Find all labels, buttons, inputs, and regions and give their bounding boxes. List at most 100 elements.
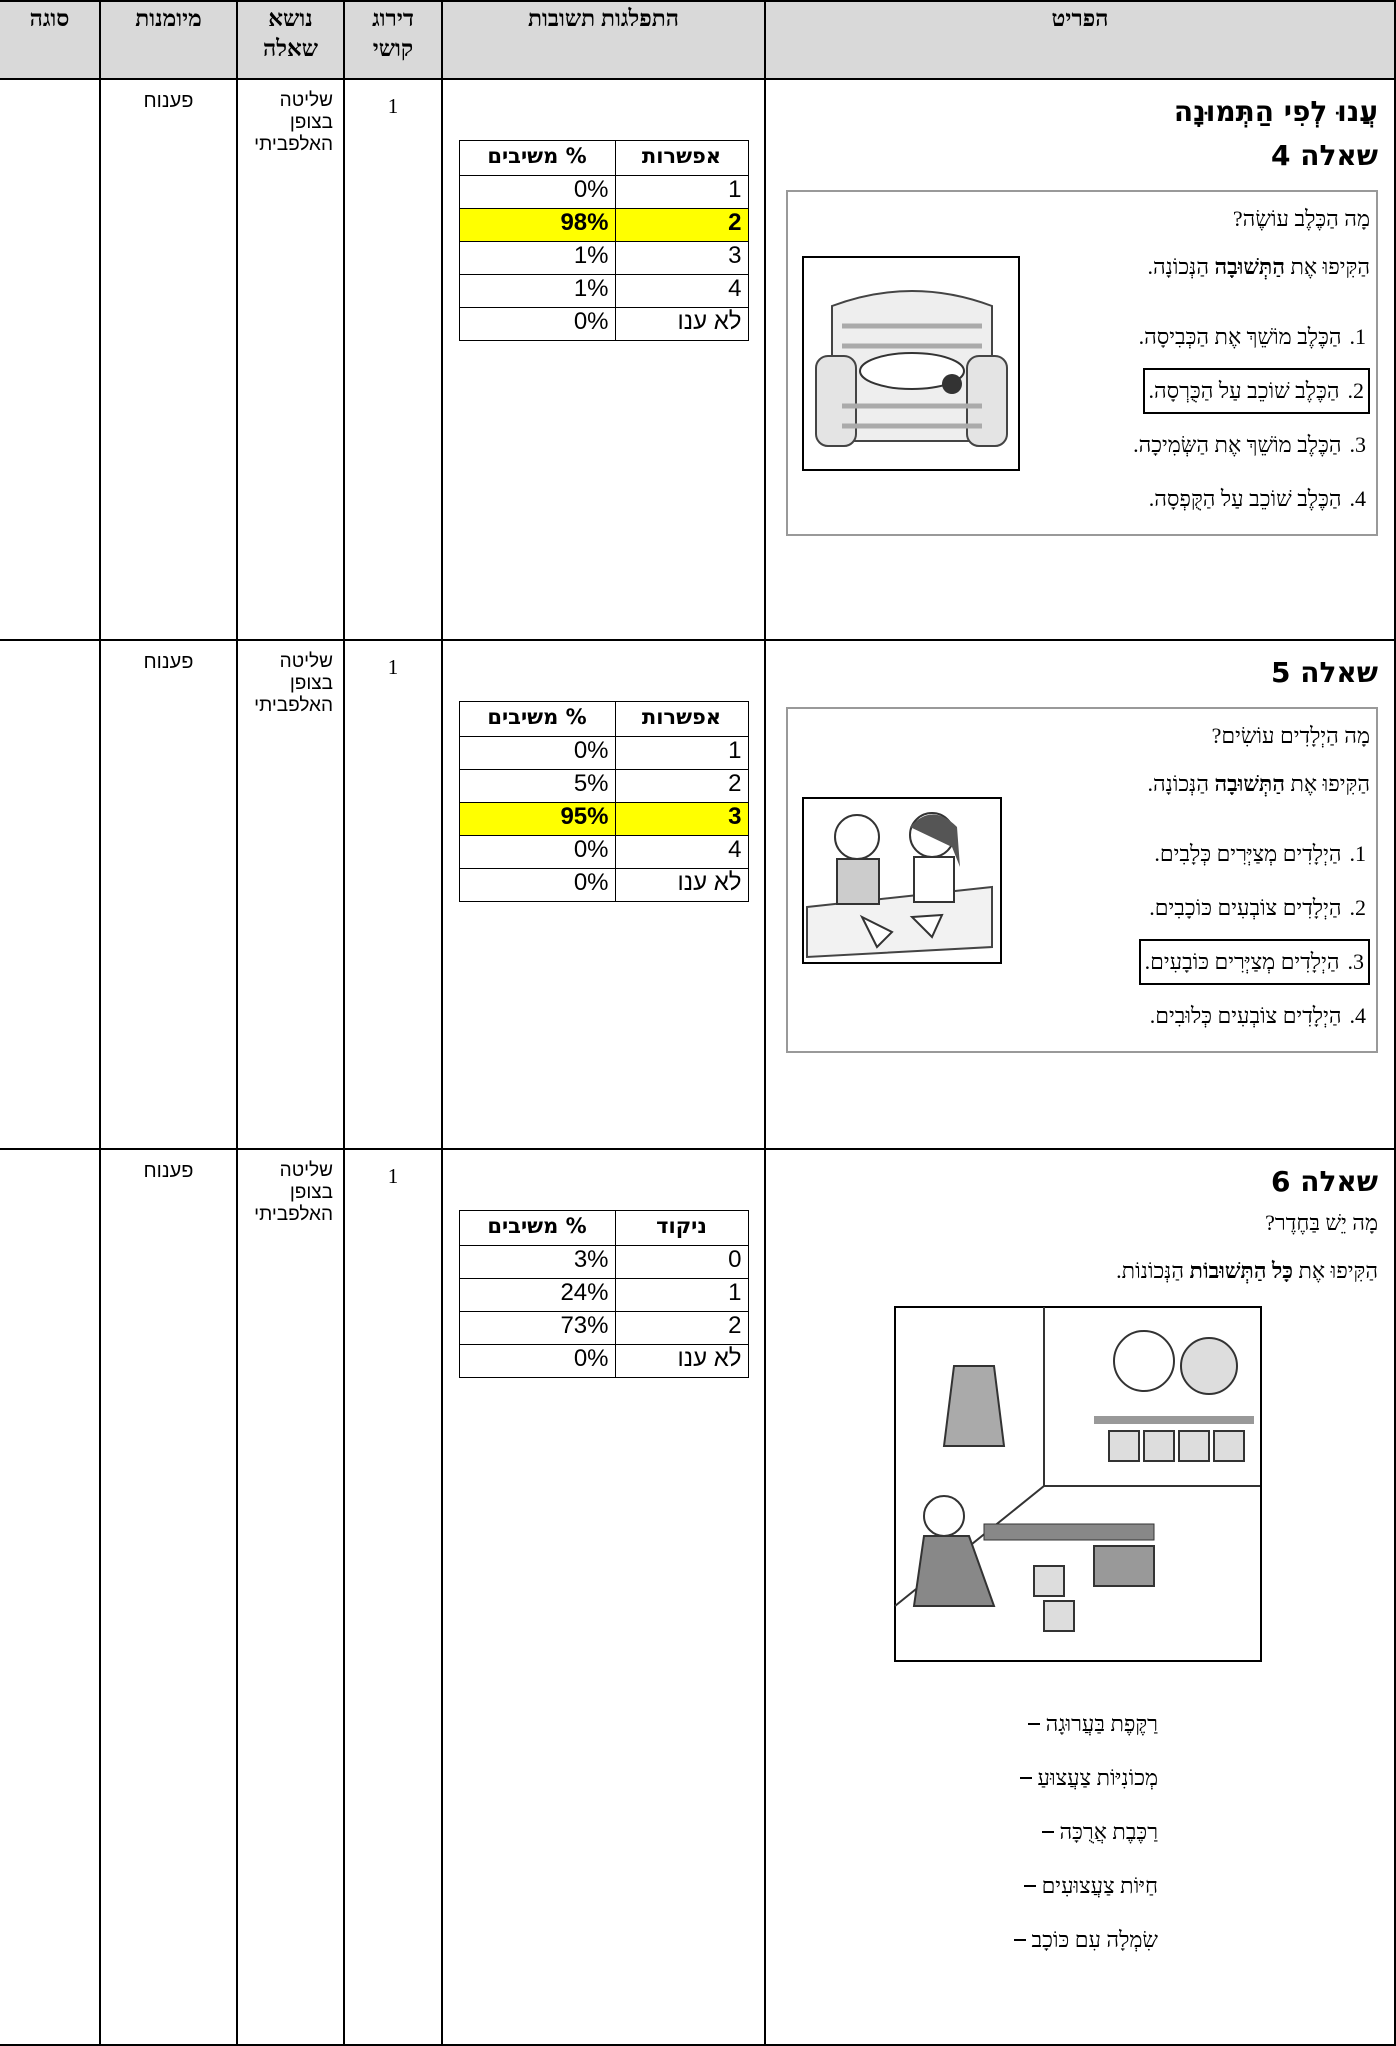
option-number: 1. bbox=[1349, 324, 1367, 349]
option-number: 2. bbox=[1347, 378, 1365, 403]
distribution-cell: ניקוד% משיבים 0 3% 1 24% 2 73% לא ענו 0% bbox=[441, 1148, 766, 2046]
option-line: 4. הַכֶּלֶב שׁוֹכֵב עַל הַקֻּפְסָה. bbox=[1020, 472, 1370, 526]
answer-option: 1 bbox=[614, 175, 749, 209]
difficulty-cell: 1 bbox=[343, 639, 443, 1150]
answer-text: מְכוֹנִיּוֹת צַעֲצוּעַ bbox=[1037, 1765, 1158, 1790]
illustration-wrap bbox=[778, 1306, 1378, 1667]
item-cell: שאלה 5 מָה הַיְלָדִים עוֹשִׂים? הַקִּיפוּ … bbox=[764, 639, 1396, 1150]
dash bbox=[1019, 1777, 1032, 1779]
answer-percent: 5% bbox=[458, 769, 616, 803]
drawing-part bbox=[1094, 1416, 1254, 1424]
answer-option: 2 bbox=[614, 1311, 749, 1345]
answer-option: 2 bbox=[614, 769, 749, 803]
column-header: נושא שאלה bbox=[236, 0, 345, 80]
skill-cell: פענוח bbox=[99, 1148, 238, 2046]
column-header: סוגה bbox=[0, 0, 101, 80]
drawing-part bbox=[1143, 1430, 1175, 1462]
drawing-part bbox=[1113, 1330, 1175, 1392]
instruction-part: הַנְּכוֹנָה. bbox=[1147, 771, 1215, 796]
drawing-part bbox=[842, 323, 982, 428]
instruction-part: הַנְּכוֹנוֹת. bbox=[1116, 1258, 1190, 1283]
option: 2. הַיְלָדִים צוֹבְעִים כּוֹכָבִים. bbox=[1145, 891, 1370, 925]
instruction-part: הַקִּיפוּ אֶת bbox=[1285, 254, 1370, 279]
dash bbox=[1027, 1723, 1040, 1725]
question-frame: מָה הַיְלָדִים עוֹשִׂים? הַקִּיפוּ אֶת הַ… bbox=[786, 707, 1378, 1053]
answer-option: 1 bbox=[614, 1278, 749, 1312]
drawing-part bbox=[1043, 1600, 1075, 1632]
distribution-row: לא ענו 0% bbox=[458, 307, 749, 341]
distribution-header: אפשרות% משיבים bbox=[458, 140, 749, 176]
drawing-part bbox=[942, 1365, 1006, 1447]
drawing-part bbox=[859, 913, 944, 949]
instruction: הַקִּיפוּ אֶת הַתְּשׁוּבָה הַנְּכוֹנָה. bbox=[1020, 254, 1370, 280]
illustration bbox=[802, 796, 1002, 964]
question-heading: שאלה 6 bbox=[1270, 1165, 1378, 1198]
genre-cell bbox=[0, 78, 101, 641]
option-text: הַיְלָדִים מְצַיְּרִים כְּלָבִים. bbox=[1154, 841, 1342, 866]
option-text: הַכֶּלֶב שׁוֹכֵב עַל הַכֻּרְסָה. bbox=[1148, 378, 1340, 403]
dash bbox=[1041, 1831, 1054, 1833]
illustration bbox=[894, 1306, 1262, 1662]
instruction: הַקִּיפוּ אֶת כָּל הַתְּשׁוּבוֹת הַנְּכו… bbox=[778, 1258, 1378, 1284]
header-row: הפריט התפלגות תשובות דירוג קושי נושא שאלה מי… bbox=[0, 0, 1396, 80]
drawing-part bbox=[910, 814, 960, 867]
answer-item: מְכוֹנִיּוֹת צַעֲצוּעַ bbox=[778, 1751, 1158, 1805]
options: 1. הַיְלָדִים מְצַיְּרִים כְּלָבִים. 2. הַי… bbox=[1002, 827, 1370, 1043]
answer-percent: 73% bbox=[458, 1311, 616, 1345]
distribution-row: 4 1% bbox=[458, 274, 749, 308]
answer-percent: 24% bbox=[458, 1278, 616, 1312]
option-number: 4. bbox=[1349, 1003, 1367, 1028]
answer-option: 1 bbox=[614, 736, 749, 770]
distribution-row: לא ענו 0% bbox=[458, 1344, 749, 1378]
question-text: מָה הַכֶּלֶב עוֹשֶׂה? bbox=[1232, 206, 1370, 231]
answer-item: חַיּוֹת צַעֲצוּעִים bbox=[778, 1859, 1158, 1913]
drawing-part bbox=[836, 857, 880, 905]
distribution-row: 2 98% bbox=[458, 208, 749, 242]
answer-percent: 95% bbox=[458, 802, 616, 836]
column-header: הפריט bbox=[764, 0, 1396, 80]
instruction-part: הַנְּכוֹנָה. bbox=[1147, 254, 1215, 279]
option: 3. הַיְלָדִים מְצַיְּרִים כּוֹבָעִים. bbox=[1138, 939, 1370, 985]
option-line: 2. הַיְלָדִים צוֹבְעִים כּוֹכָבִים. bbox=[1002, 881, 1370, 935]
answer-option: 4 bbox=[614, 835, 749, 869]
drawing-part bbox=[834, 813, 880, 860]
answer-percent: 98% bbox=[458, 208, 616, 242]
drawing-part bbox=[966, 354, 1008, 447]
drawing-part bbox=[1180, 1337, 1238, 1395]
option-text: הַכֶּלֶב מוֹשֵׁךְ אֶת הַכְּבִיסָה. bbox=[1138, 324, 1342, 349]
distribution-row: 3 1% bbox=[458, 241, 749, 275]
answer-percent: 0% bbox=[458, 736, 616, 770]
difficulty-cell: 1 bbox=[343, 1148, 443, 2046]
drawing-part bbox=[1093, 1545, 1155, 1587]
distribution-table: ניקוד% משיבים 0 3% 1 24% 2 73% לא ענו 0% bbox=[458, 1210, 749, 1378]
instruction-part: הַתְּשׁוּבָה bbox=[1214, 254, 1286, 279]
difficulty-cell: 1 bbox=[343, 78, 443, 641]
answer-item: רַקֶּפֶת בַּעֲרוּגָה bbox=[778, 1697, 1158, 1751]
option-line: 3. הַיְלָדִים מְצַיְּרִים כּוֹבָעִים. bbox=[1002, 935, 1370, 989]
option: 4. הַכֶּלֶב שׁוֹכֵב עַל הַקֻּפְסָה. bbox=[1145, 482, 1370, 516]
option: 3. הַכֶּלֶב מוֹשֵׁךְ אֶת הַשְּׂמִיכָה. bbox=[1129, 428, 1370, 462]
distribution-cell: אפשרות% משיבים 1 0% 2 5% 3 95% 4 0% לא ענו 0% bbox=[441, 639, 766, 1150]
drawing-part bbox=[815, 354, 857, 447]
answer-option: 0 bbox=[614, 1245, 749, 1279]
option-number: 1. bbox=[1349, 841, 1367, 866]
item-row: עֲנוּ לְפִי הַתְּמוּנָה שאלה 4 מָה הַכֶּלֶ… bbox=[0, 78, 1396, 641]
genre-cell bbox=[0, 639, 101, 1150]
distribution-row: לא ענו 0% bbox=[458, 868, 749, 902]
option-number: 2. bbox=[1349, 895, 1367, 920]
option-text: הַיְלָדִים צוֹבְעִים כְּלוּבִים. bbox=[1149, 1003, 1342, 1028]
distribution-table: אפשרות% משיבים 1 0% 2 5% 3 95% 4 0% לא ענו 0% bbox=[458, 701, 749, 902]
answer-percent: 0% bbox=[458, 868, 616, 902]
answer-percent: 0% bbox=[458, 1344, 616, 1378]
instruction-part: הַתְּשׁוּבָה bbox=[1214, 771, 1286, 796]
distribution-cell: אפשרות% משיבים 1 0% 2 98% 3 1% 4 1% לא ענו 0% bbox=[441, 78, 766, 641]
instruction-part: הַקִּיפוּ אֶת bbox=[1293, 1258, 1378, 1283]
item-cell: שאלה 6 מָה יֵשׁ בַּחֶדֶר? הַקִּיפוּ אֶת כָ… bbox=[764, 1148, 1396, 2046]
option-text: הַכֶּלֶב מוֹשֵׁךְ אֶת הַשְּׂמִיכָה. bbox=[1133, 432, 1342, 457]
answer-option: 2 bbox=[614, 208, 749, 242]
question-heading: שאלה 4 bbox=[1270, 139, 1378, 172]
answer-item: שִׂמְלָה עִם כּוֹכָב bbox=[778, 1913, 1158, 1967]
column-header: התפלגות תשובות bbox=[441, 0, 766, 80]
illustration bbox=[802, 255, 1020, 471]
